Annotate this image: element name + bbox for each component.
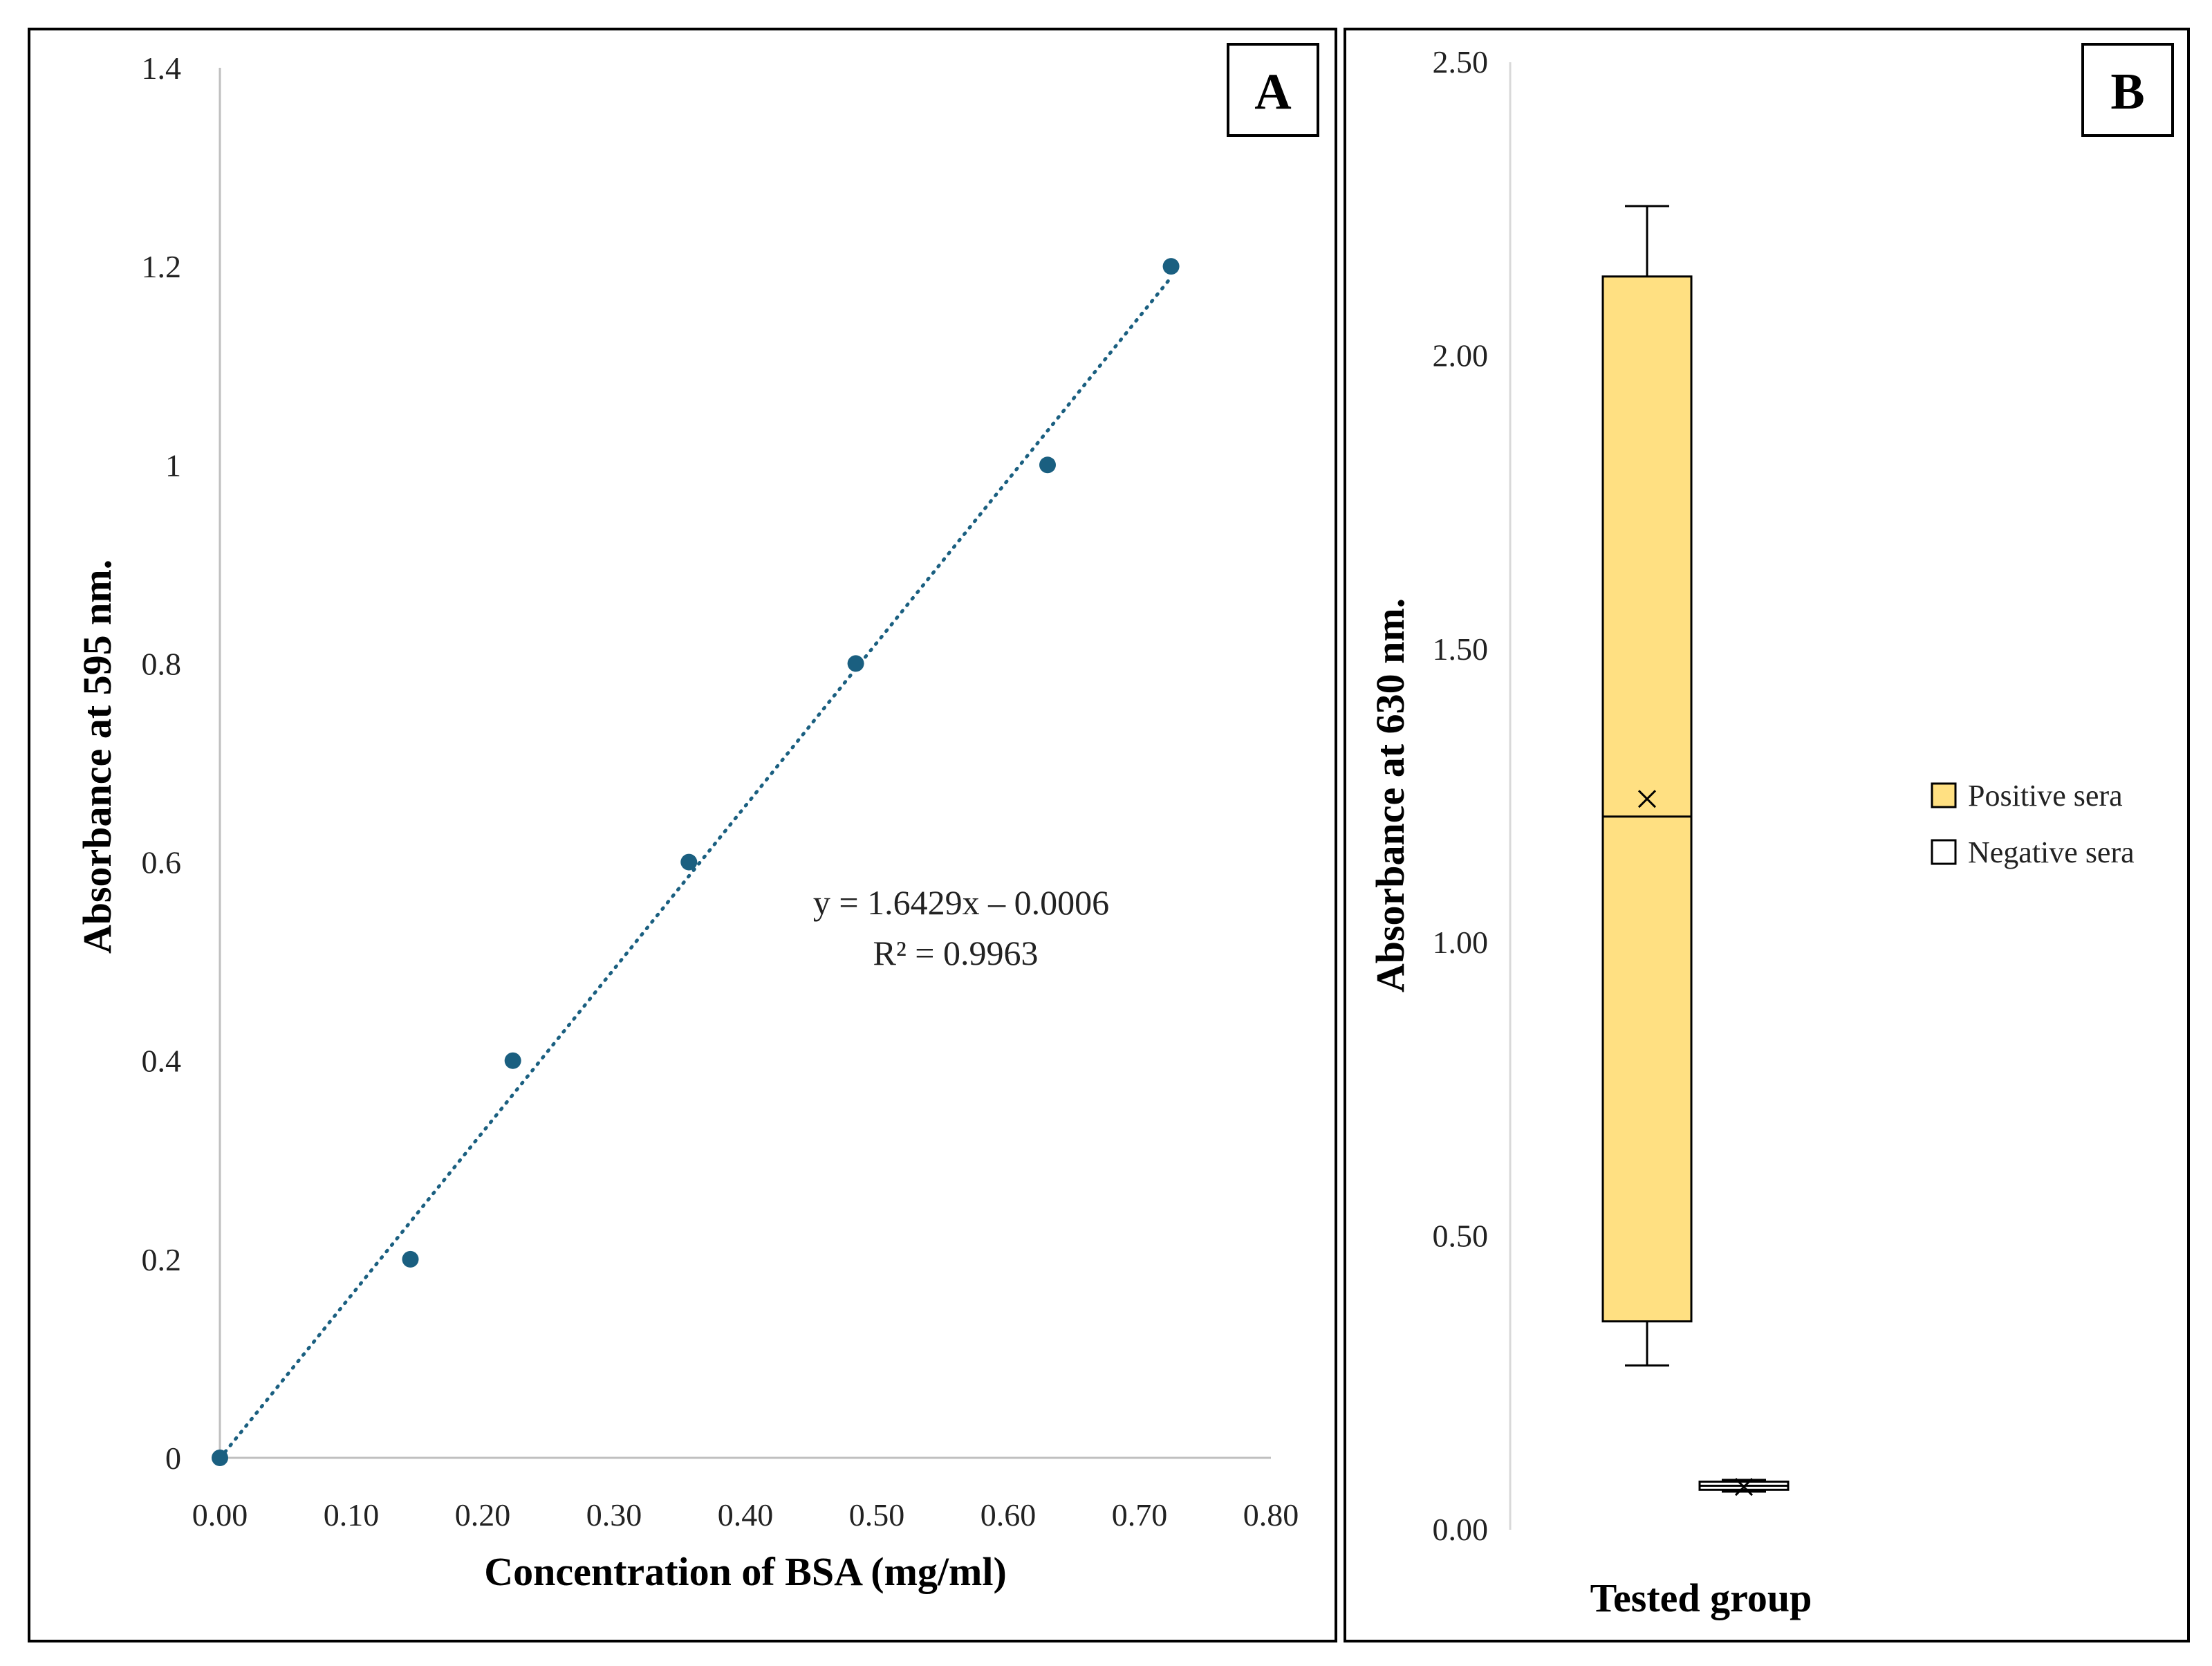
panel-a-chart: 0 0.2 0.4 0.6 0.8 1 1.2 1.4 0.00 0.10 0.20 0.30 0.4… (75, 43, 1319, 1594)
panel-a-frame (28, 28, 1337, 1642)
a-y-tick-label: 0 (165, 1441, 181, 1476)
a-y-tick-label: 1.4 (142, 50, 182, 86)
a-data-point (504, 1052, 521, 1069)
a-y-tick-label: 0.4 (142, 1044, 182, 1079)
a-data-point (212, 1450, 228, 1466)
a-data-point (847, 655, 864, 672)
b-box-group (1601, 205, 1693, 1367)
a-trendline (218, 275, 1173, 1461)
a-data-point (1039, 456, 1056, 474)
a-x-axis-title: Concentration of BSA (mg/ml) (484, 1549, 1007, 1594)
a-data-point (680, 853, 698, 871)
b-panel-label: B (2110, 64, 2144, 120)
b-legend: Positive sera Negative sera (1931, 779, 2135, 869)
b-box-plots (1601, 205, 1790, 1497)
a-data-point (402, 1250, 419, 1268)
b-y-tick-label: 1.00 (1433, 925, 1489, 960)
a-x-tick-label: 0.30 (586, 1497, 642, 1533)
b-box-group (1698, 1477, 1790, 1497)
b-y-tick-labels: 0.00 0.50 1.00 1.50 2.00 2.50 (1433, 44, 1489, 1547)
a-x-tick-label: 0.40 (718, 1497, 774, 1533)
a-x-tick-label: 0.70 (1112, 1497, 1168, 1533)
a-x-tick-label: 0.00 (192, 1497, 248, 1533)
a-y-axis-title: Absorbance at 595 nm. (75, 559, 120, 954)
a-panel-label-box (1227, 43, 1319, 137)
b-y-tick-label: 2.50 (1433, 44, 1489, 80)
a-r-squared-label: R² = 0.9963 (873, 934, 1038, 972)
b-y-tick-label: 2.00 (1433, 337, 1489, 373)
a-x-tick-label: 0.60 (980, 1497, 1037, 1533)
b-legend-swatch (1931, 839, 1957, 865)
a-y-tick-label: 1 (165, 447, 181, 483)
a-y-tick-label: 0.6 (142, 845, 182, 880)
a-x-tick-label: 0.20 (455, 1497, 511, 1533)
a-y-tick-label: 1.2 (142, 249, 182, 284)
b-y-tick-label: 0.50 (1433, 1219, 1489, 1254)
b-y-tick-label: 0.00 (1433, 1512, 1489, 1547)
b-legend-swatch (1931, 782, 1957, 808)
b-mean-marker (1734, 1477, 1754, 1497)
b-panel-label-box (2081, 43, 2174, 137)
a-y-tick-label: 0.8 (142, 646, 182, 681)
a-data-points (212, 258, 1180, 1466)
a-x-tick-label: 0.80 (1243, 1497, 1299, 1533)
b-y-tick-label: 1.50 (1433, 631, 1489, 667)
panel-b-chart: 0.00 0.50 1.00 1.50 2.00 2.50 Tested group Ab… (1368, 43, 2174, 1620)
a-panel-label: A (1254, 64, 1291, 120)
b-legend-label: Negative sera (1968, 835, 2135, 869)
b-legend-label: Positive sera (1968, 779, 2123, 813)
b-y-axis-title: Absorbance at 630 nm. (1368, 598, 1413, 992)
a-data-point (1162, 258, 1180, 275)
panel-b-frame (1344, 28, 2190, 1642)
a-equation-label: y = 1.6429x – 0.0006 (813, 883, 1109, 922)
b-x-axis-title: Tested group (1590, 1575, 1812, 1620)
a-x-tick-labels: 0.00 0.10 0.20 0.30 0.40 0.50 0.60 0.70 0.80 (192, 1497, 1299, 1533)
a-x-tick-label: 0.10 (324, 1497, 380, 1533)
a-x-tick-label: 0.50 (849, 1497, 905, 1533)
a-y-tick-labels: 0 0.2 0.4 0.6 0.8 1 1.2 1.4 (142, 50, 182, 1476)
b-mean-marker (1637, 790, 1657, 808)
a-y-tick-label: 0.2 (142, 1242, 182, 1277)
